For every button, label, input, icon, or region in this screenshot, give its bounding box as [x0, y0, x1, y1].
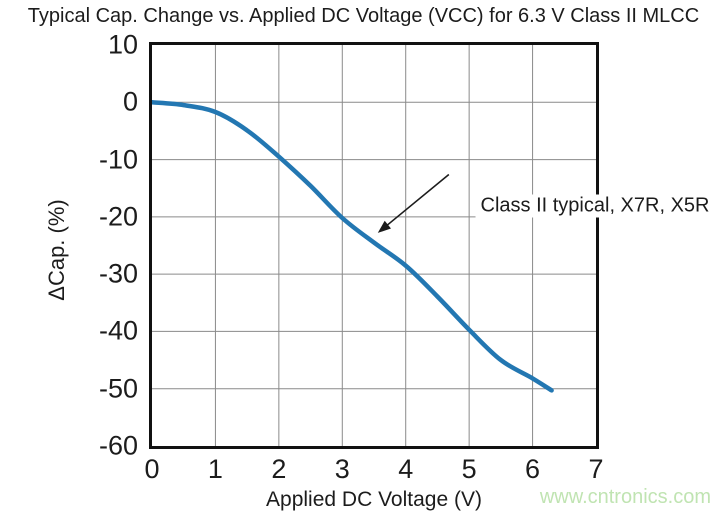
plot-canvas [152, 45, 596, 446]
chart-title: Typical Cap. Change vs. Applied DC Volta… [27, 5, 700, 27]
series-annotation-label: Class II typical, X7R, X5R [475, 194, 715, 218]
data-curve [152, 100, 554, 393]
y-tick-label: -30 [98, 258, 138, 289]
y-tick-label: -20 [98, 201, 138, 232]
plot-area: Class II typical, X7R, X5R [149, 42, 715, 449]
y-tick-label: -40 [98, 315, 138, 346]
y-tick-label: 10 [107, 29, 138, 60]
y-tick-label: -50 [98, 373, 138, 404]
x-tick-label: 3 [334, 454, 350, 484]
y-tick-label: -60 [98, 430, 138, 461]
y-tick-label: 0 [122, 86, 138, 117]
x-tick-label: 4 [398, 454, 414, 484]
x-tick-label: 2 [271, 454, 287, 484]
x-tick-label: 5 [461, 454, 477, 484]
x-tick-label: 1 [207, 454, 223, 484]
x-tick-label: 7 [588, 454, 604, 484]
watermark: www.cntronics.com [539, 486, 711, 508]
x-axis-label: Applied DC Voltage (V) [266, 488, 482, 511]
x-tick-label: 6 [525, 454, 541, 484]
x-tick-label: 0 [144, 454, 160, 484]
annotation-arrow-line [383, 173, 450, 229]
y-tick-label: -10 [98, 144, 138, 175]
annotation-arrowhead [377, 220, 391, 233]
